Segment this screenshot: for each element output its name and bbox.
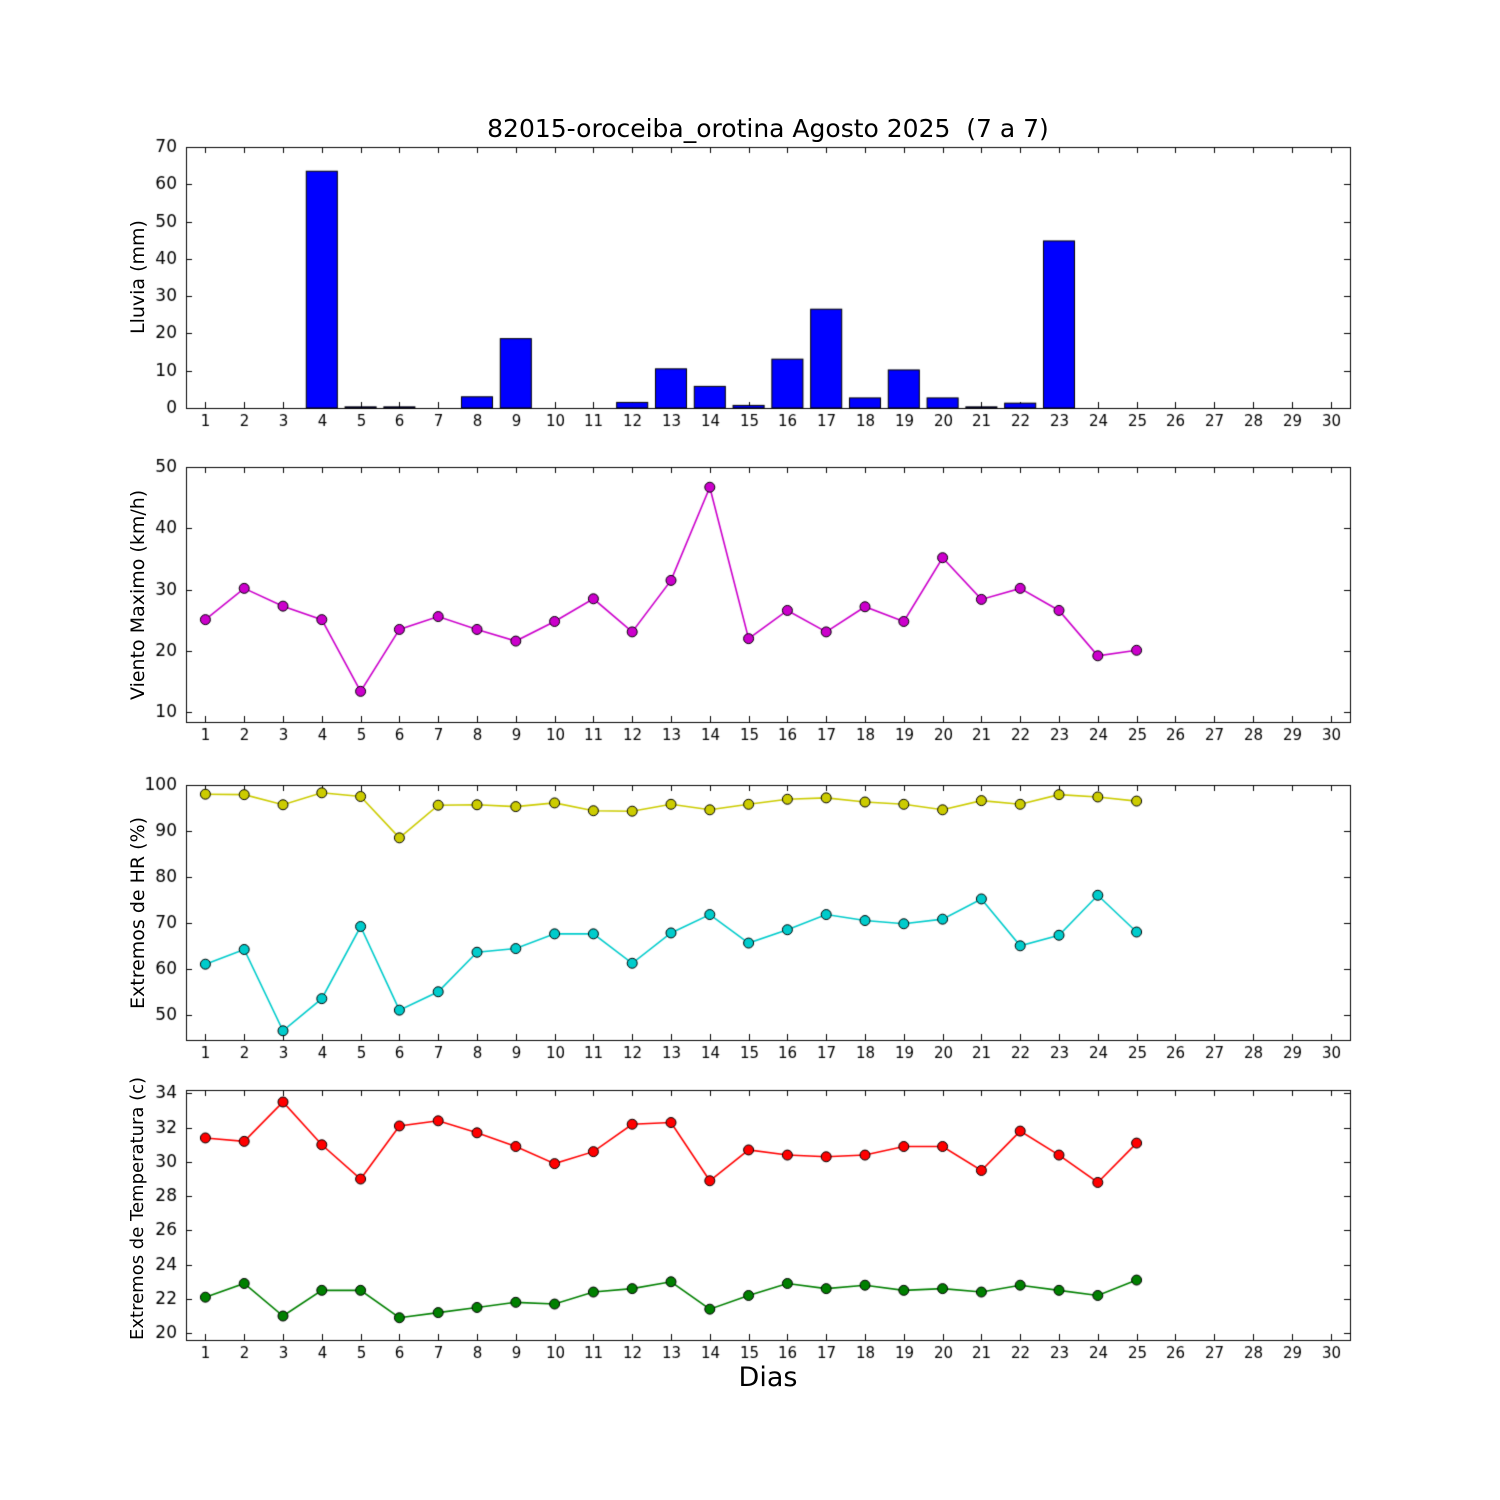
figure-title: 82015-oroceiba_orotina Agosto 2025 (7 a … xyxy=(487,114,1049,143)
xlabel-dias: Dias xyxy=(738,1362,798,1393)
ylabel-extremos-hr: Extremos de HR (%) xyxy=(127,816,149,1009)
ylabel-lluvia: Lluvia (mm) xyxy=(127,220,149,335)
ylabel-viento-maximo: Viento Maximo (km/h) xyxy=(127,489,149,700)
ylabel-extremos-temperatura: Extremos de Temperatura (c) xyxy=(127,1076,148,1340)
